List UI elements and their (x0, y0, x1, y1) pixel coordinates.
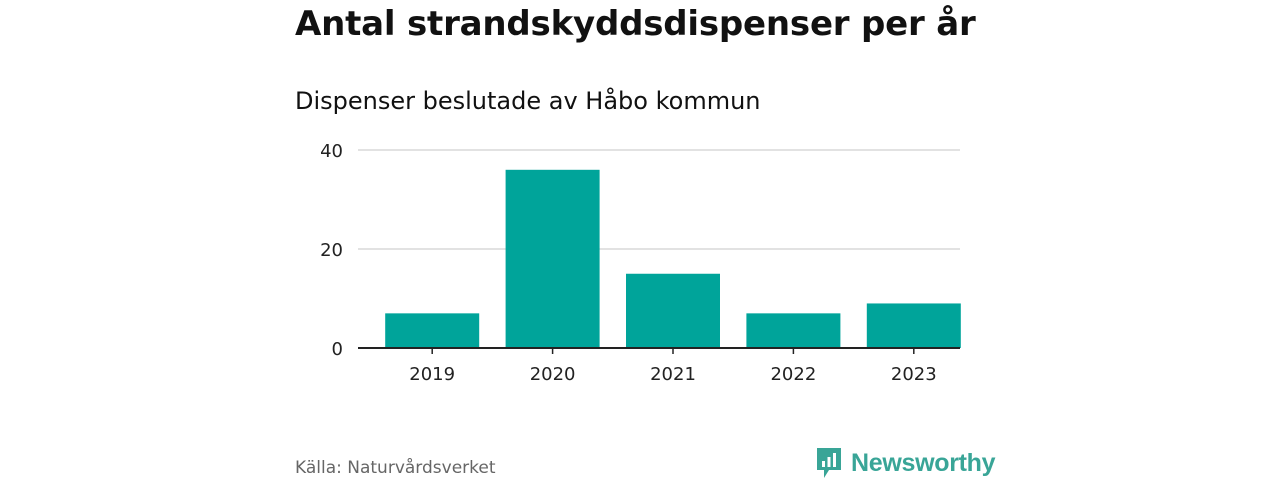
bar-2023 (866, 303, 961, 348)
bar-2021 (626, 273, 720, 348)
y-axis-ticks: 0 20 40 (320, 141, 343, 360)
brand-name: Newsworthy (851, 448, 996, 477)
x-tick-label-2021: 2021 (650, 364, 696, 385)
gridlines (358, 149, 960, 250)
y-tick-label: 40 (320, 141, 343, 162)
chart-title: Antal strandskyddsdispenser per år (295, 4, 976, 44)
x-tick-label-2023: 2023 (891, 364, 937, 385)
chart-subtitle: Dispenser beslutade av Håbo kommun (295, 87, 761, 115)
x-tick-label-2019: 2019 (409, 364, 455, 385)
bar-2020 (505, 169, 600, 348)
x-tick-label-2020: 2020 (530, 364, 576, 385)
x-tick-label-2022: 2022 (770, 364, 816, 385)
source-note: Källa: Naturvårdsverket (295, 458, 496, 478)
x-axis-ticks: 2019 2020 2021 2022 2023 (409, 348, 937, 385)
y-tick-label: 0 (332, 339, 343, 360)
newsworthy-logo-icon (817, 448, 841, 478)
y-tick-label: 20 (320, 240, 343, 261)
bars (385, 169, 961, 348)
bar-2022 (746, 313, 841, 348)
bar-2019 (385, 313, 480, 348)
brand-logo: Newsworthy (815, 446, 996, 480)
